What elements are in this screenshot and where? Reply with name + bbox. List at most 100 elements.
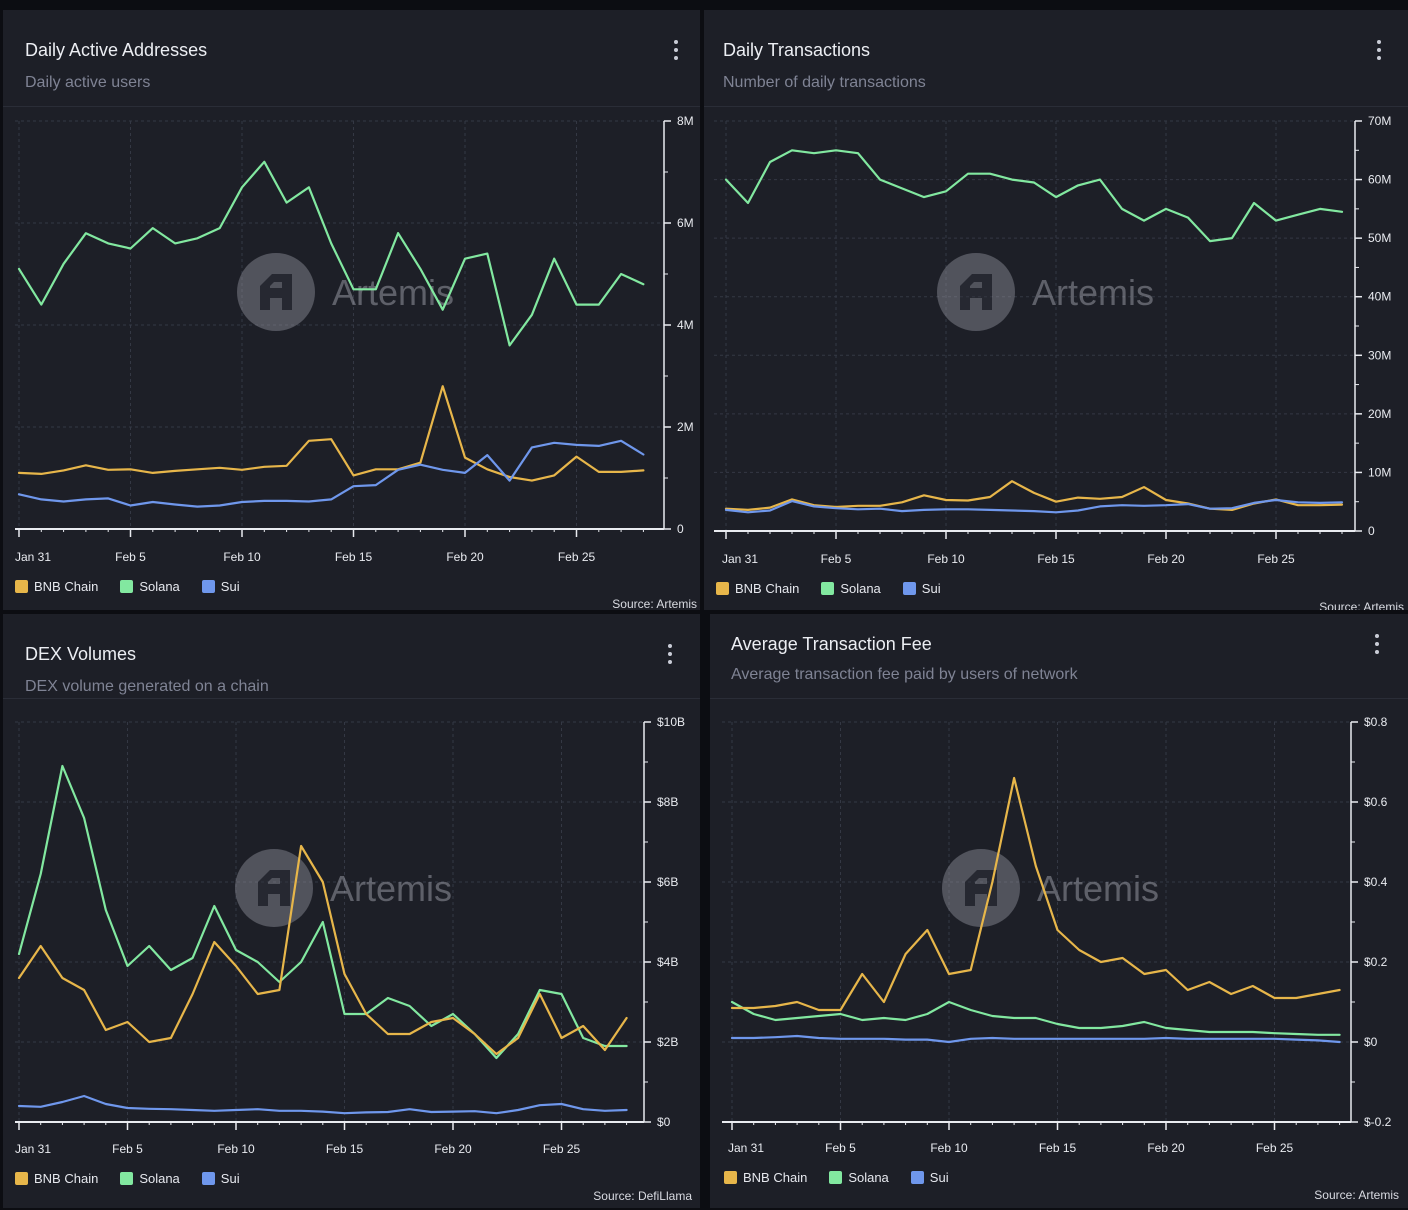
legend-item-bnb-chain[interactable]: BNB Chain [724,1170,807,1185]
series-line-sui[interactable] [17,1094,628,1115]
chart-legend: BNB Chain Solana Sui [15,579,240,594]
chart-title: Average Transaction Fee [731,634,932,654]
x-tick-label: Feb 20 [446,550,484,564]
header-divider [3,698,700,699]
series-line-bnb[interactable] [730,776,1341,1012]
y-tick-label: $2B [657,1035,678,1049]
x-tick-label: Feb 10 [217,1142,255,1156]
chart-subtitle: DEX volume generated on a chain [25,678,269,695]
header-divider [710,698,1408,699]
more-options-icon[interactable] [666,644,674,668]
x-tick-label: Feb 15 [335,550,373,564]
line-chart[interactable]: $0 $2B $4B $6B $8B $10B Jan 31 Feb 5 Feb 10 Feb 1… [3,614,700,1208]
y-tick-label: 10M [1368,465,1391,479]
x-tick-label: Feb 15 [1037,552,1075,566]
legend-item-solana[interactable]: Solana [821,581,881,596]
series-line-solana[interactable] [724,149,1344,243]
chart-source: Source: Artemis [1319,600,1404,610]
legend-item-sui[interactable]: Sui [201,579,240,594]
y-tick-label: $0 [657,1115,671,1129]
series-line-sui[interactable] [724,498,1344,514]
more-options-icon[interactable] [672,40,680,64]
chart-source: Source: DefiLlama [593,1189,692,1203]
chart-legend: BNB Chain Solana Sui [15,1171,240,1186]
x-tick-label: Feb 15 [1039,1141,1077,1155]
y-tick-label: 2M [677,420,694,434]
legend-item-sui[interactable]: Sui [910,1170,949,1185]
y-tick-label: $6B [657,875,678,889]
legend-label: Solana [139,579,180,594]
legend-swatch [15,580,28,593]
header-divider [704,106,1408,107]
legend-label: Sui [220,1171,240,1186]
artemis-watermark: Artemis [942,849,1159,927]
chart-subtitle: Average transaction fee paid by users of… [731,666,1078,683]
y-tick-label: 70M [1368,114,1391,128]
x-tick-label: Feb 5 [112,1142,143,1156]
legend-item-solana[interactable]: Solana [829,1170,889,1185]
chart-source: Source: Artemis [612,597,697,610]
y-tick-label: 30M [1368,348,1391,362]
legend-label: Sui [929,1170,949,1185]
line-chart[interactable]: 0 10M 20M 30M 40M 50M 60M 70M Jan 31 Feb 5 Feb 10 F… [704,10,1408,610]
x-tick-label: Feb 10 [223,550,261,564]
chart-legend: BNB Chain Solana Sui [724,1170,949,1185]
legend-label: Sui [220,579,240,594]
x-tick-label: Feb 20 [1147,1141,1185,1155]
artemis-watermark: Artemis [237,253,454,331]
chart-title: Daily Active Addresses [25,40,208,60]
x-tick-label: Feb 10 [930,1141,968,1155]
legend-swatch [120,580,134,593]
more-options-icon[interactable] [1375,40,1383,64]
chart-source: Source: Artemis [1314,1188,1399,1202]
line-chart[interactable]: $-0.2 $0 $0.2 $0.4 $0.6 $0.8 Jan 31 Feb 5 Feb 10… [710,614,1408,1208]
series-line-sui[interactable] [730,1034,1341,1044]
legend-item-bnb-chain[interactable]: BNB Chain [15,1171,98,1186]
y-tick-label: $4B [657,955,678,969]
chart-subtitle: Number of daily transactions [723,74,926,91]
legend-item-solana[interactable]: Solana [120,1171,180,1186]
legend-swatch [201,1172,215,1185]
x-tick-label: Feb 25 [1256,1141,1294,1155]
y-tick-label: $-0.2 [1364,1115,1392,1129]
watermark-logo-circle [237,253,315,331]
y-tick-label: 0 [677,522,684,536]
legend-swatch [829,1171,843,1184]
legend-item-bnb-chain[interactable]: BNB Chain [716,581,799,596]
x-tick-label: Feb 5 [821,552,852,566]
legend-item-sui[interactable]: Sui [201,1171,240,1186]
y-tick-label: 0 [1368,524,1375,538]
y-tick-label: $0.4 [1364,875,1388,889]
series-line-solana[interactable] [17,764,628,1060]
legend-label: BNB Chain [735,581,800,596]
series-line-bnb[interactable] [17,385,645,482]
legend-item-solana[interactable]: Solana [120,579,180,594]
series-line-solana[interactable] [730,1000,1341,1036]
y-tick-label: 4M [677,318,694,332]
artemis-watermark: Artemis [937,253,1154,331]
series-line-sui[interactable] [17,439,645,508]
line-chart[interactable]: 0 2M 4M 6M 8M Jan 31 Feb 5 Feb 10 Feb 15 Feb 20 Fe… [3,10,700,610]
artemis-logo-icon [258,870,290,906]
legend-swatch [15,1172,28,1185]
legend-item-sui[interactable]: Sui [902,581,941,596]
x-tick-label: Jan 31 [722,552,758,566]
series-line-bnb[interactable] [17,844,628,1056]
series-line-bnb[interactable] [724,480,1344,511]
watermark-text: Artemis [1032,272,1154,313]
y-tick-label: $8B [657,795,678,809]
legend-label: Solana [848,1170,889,1185]
x-tick-label: Feb 15 [326,1142,364,1156]
artemis-watermark: Artemis [235,849,452,927]
legend-swatch [201,580,215,593]
more-options-icon[interactable] [1373,634,1381,658]
series-line-solana[interactable] [17,160,645,347]
x-tick-label: Feb 25 [1257,552,1295,566]
legend-swatch [910,1171,924,1184]
legend-swatch [716,582,729,595]
legend-item-bnb-chain[interactable]: BNB Chain [15,579,98,594]
legend-label: BNB Chain [34,1171,99,1186]
chart-title: Daily Transactions [723,40,871,60]
legend-swatch [120,1172,134,1185]
x-tick-label: Feb 25 [543,1142,581,1156]
